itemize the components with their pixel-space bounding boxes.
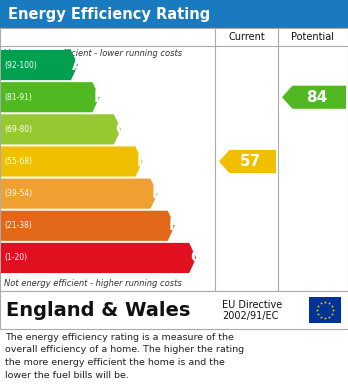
Text: 84: 84 (306, 90, 327, 105)
Text: (1-20): (1-20) (4, 253, 27, 262)
Text: (39-54): (39-54) (4, 189, 32, 198)
Polygon shape (282, 86, 346, 109)
Text: EU Directive: EU Directive (222, 300, 282, 310)
Polygon shape (1, 211, 175, 241)
Polygon shape (1, 179, 158, 209)
Text: G: G (190, 250, 203, 265)
Text: E: E (151, 186, 162, 201)
Bar (309, 297, 341, 323)
Polygon shape (1, 82, 100, 112)
Text: Energy Efficiency Rating: Energy Efficiency Rating (8, 7, 210, 22)
Text: 2002/91/EC: 2002/91/EC (222, 311, 278, 321)
Text: C: C (115, 122, 126, 137)
Bar (0, 0, 348, 28)
Polygon shape (1, 243, 196, 273)
Polygon shape (219, 150, 276, 173)
Text: The energy efficiency rating is a measure of the
overall efficiency of a home. T: The energy efficiency rating is a measur… (5, 333, 244, 380)
Text: F: F (169, 218, 179, 233)
Text: (21-38): (21-38) (4, 221, 32, 230)
Polygon shape (1, 114, 121, 144)
Polygon shape (1, 146, 142, 177)
Text: Not energy efficient - higher running costs: Not energy efficient - higher running co… (4, 278, 182, 287)
Text: D: D (136, 154, 149, 169)
Text: Potential: Potential (292, 32, 334, 42)
Text: Current: Current (228, 32, 265, 42)
Polygon shape (1, 50, 78, 80)
Text: 57: 57 (240, 154, 261, 169)
Text: (69-80): (69-80) (4, 125, 32, 134)
Text: Very energy efficient - lower running costs: Very energy efficient - lower running co… (4, 50, 182, 59)
Bar (0, 291, 348, 329)
Text: (92-100): (92-100) (4, 61, 37, 70)
Text: (81-91): (81-91) (4, 93, 32, 102)
Bar (0, 28, 348, 291)
Text: England & Wales: England & Wales (6, 301, 190, 319)
Text: B: B (94, 90, 105, 105)
Text: A: A (72, 57, 84, 73)
Text: (55-68): (55-68) (4, 157, 32, 166)
